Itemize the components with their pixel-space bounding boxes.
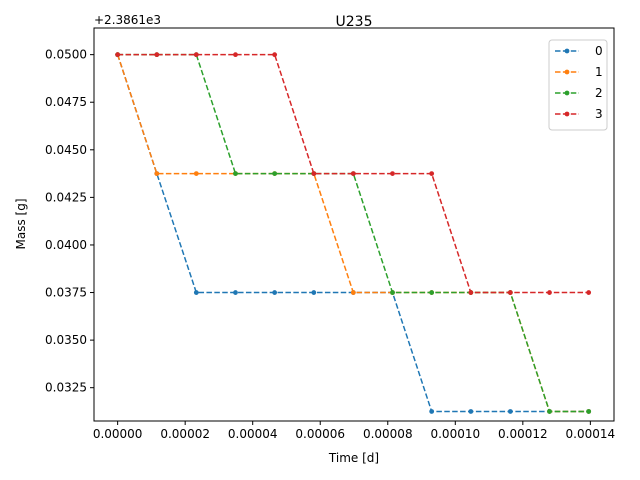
y-tick-label: 0.0400 <box>45 238 87 252</box>
data-point <box>154 171 160 176</box>
legend-box <box>548 39 608 131</box>
data-point <box>311 290 317 295</box>
legend-label: 1 <box>595 65 603 79</box>
x-tick-label: 0.00000 <box>93 427 143 441</box>
x-tick-label: 0.00006 <box>295 427 345 441</box>
data-point <box>390 171 395 176</box>
legend-marker <box>564 90 570 96</box>
data-point <box>390 290 395 295</box>
data-point <box>233 52 238 58</box>
legend-item-1: 1 <box>555 65 603 79</box>
x-tick-label: 0.00010 <box>430 427 480 441</box>
data-point <box>547 409 552 414</box>
data-point <box>507 409 513 414</box>
x-tick-label: 0.00004 <box>228 427 278 441</box>
y-tick-label: 0.0475 <box>45 95 87 109</box>
data-point <box>468 290 474 295</box>
data-point <box>429 409 435 414</box>
data-point <box>350 171 356 176</box>
data-point <box>429 290 435 295</box>
y-tick-label: 0.0500 <box>45 48 87 62</box>
y-tick-label: 0.0425 <box>45 190 87 204</box>
chart-title: U235 <box>336 14 373 30</box>
data-point <box>272 52 278 58</box>
x-tick-label: 0.00002 <box>160 427 210 441</box>
plot-frame <box>93 27 615 422</box>
data-point <box>193 290 199 295</box>
legend-label: 3 <box>595 107 603 121</box>
legend-label: 2 <box>595 86 603 100</box>
legend: 0 1 2 3 <box>548 39 608 131</box>
y-tick-label: 0.0450 <box>45 143 87 157</box>
data-point <box>193 171 199 176</box>
x-tick-label: 0.00008 <box>363 427 413 441</box>
y-axis-ticks: 0.0325 0.0350 0.0375 0.0400 0.0425 0.0450 0.04… <box>45 48 94 395</box>
data-point <box>154 52 160 58</box>
data-point <box>468 409 474 414</box>
data-point <box>233 171 238 176</box>
y-tick-label: 0.0325 <box>45 381 87 395</box>
data-point <box>233 290 238 295</box>
y-tick-label: 0.0350 <box>45 333 87 347</box>
y-tick-label: 0.0375 <box>45 286 87 300</box>
data-point <box>547 290 552 295</box>
series-3 <box>115 52 592 295</box>
legend-label: 0 <box>595 44 603 58</box>
data-point <box>311 171 317 176</box>
data-point <box>507 290 513 295</box>
legend-item-3: 3 <box>555 107 603 121</box>
data-point <box>193 52 199 58</box>
data-point <box>272 290 278 295</box>
legend-marker <box>564 69 570 75</box>
legend-marker <box>564 111 570 117</box>
y-offset-label: +2.3861e3 <box>94 13 161 27</box>
series-lines <box>115 52 592 414</box>
data-point <box>350 290 356 295</box>
y-axis-label: Mass [g] <box>14 198 28 249</box>
data-point <box>115 52 121 58</box>
x-axis-label: Time [d] <box>328 451 379 465</box>
x-axis-ticks: 0.00000 0.00002 0.00004 0.00006 0.00008 0.000… <box>93 421 615 441</box>
legend-item-2: 2 <box>555 86 603 100</box>
legend-marker <box>564 48 570 54</box>
data-point <box>586 290 592 295</box>
legend-item-0: 0 <box>555 44 603 58</box>
data-point <box>586 409 592 414</box>
data-point <box>429 171 435 176</box>
x-tick-label: 0.00012 <box>498 427 548 441</box>
data-point <box>272 171 278 176</box>
x-tick-label: 0.00014 <box>566 427 616 441</box>
